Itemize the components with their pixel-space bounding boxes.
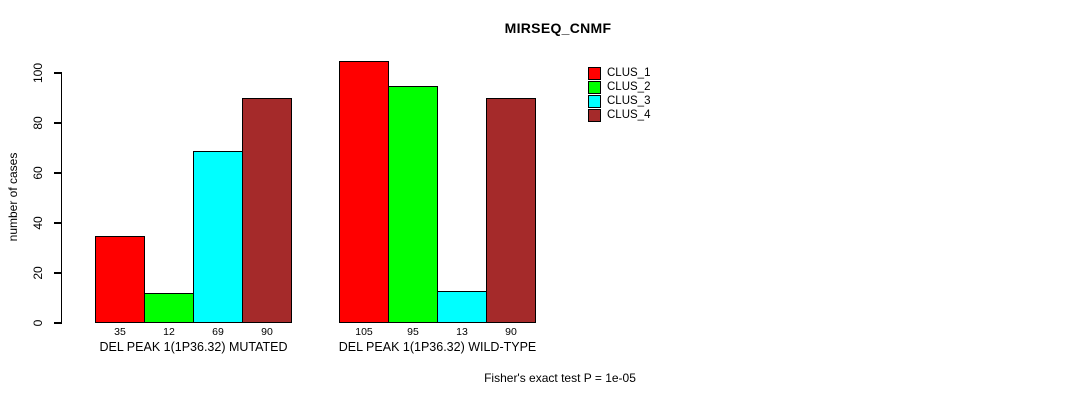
bar-value-label: 35 bbox=[114, 326, 126, 338]
bar-value-label: 90 bbox=[505, 326, 517, 338]
y-tick-label: 40 bbox=[31, 216, 45, 230]
y-tick-label: 20 bbox=[31, 266, 45, 280]
y-tick bbox=[54, 322, 62, 324]
legend: CLUS_1 CLUS_2 CLUS_3 CLUS_4 bbox=[588, 66, 650, 122]
bar-clus_1-group1 bbox=[95, 235, 145, 323]
legend-item-clus_1: CLUS_1 bbox=[588, 66, 650, 80]
y-tick bbox=[54, 122, 62, 124]
legend-swatch bbox=[588, 108, 601, 122]
bar-clus_4-group2 bbox=[486, 98, 536, 323]
bar-value-label: 95 bbox=[407, 326, 419, 338]
bar-value-label: 13 bbox=[456, 326, 468, 338]
bar-value-label: 105 bbox=[355, 326, 373, 338]
y-tick bbox=[54, 172, 62, 174]
bar-value-label: 12 bbox=[163, 326, 175, 338]
footer-annotation: Fisher's exact test P = 1e-05 bbox=[484, 371, 636, 385]
bar-clus_4-group1 bbox=[242, 98, 292, 323]
bar-value-label: 90 bbox=[261, 326, 273, 338]
legend-item-clus_4: CLUS_4 bbox=[588, 108, 650, 122]
legend-label: CLUS_1 bbox=[607, 67, 651, 79]
legend-label: CLUS_4 bbox=[607, 109, 651, 121]
bar-clus_2-group2 bbox=[388, 85, 438, 323]
y-tick bbox=[54, 222, 62, 224]
y-tick-label: 80 bbox=[31, 116, 45, 130]
bar-clus_2-group1 bbox=[144, 293, 194, 323]
bar-clus_3-group1 bbox=[193, 150, 243, 323]
bar-clus_1-group2 bbox=[339, 60, 389, 323]
bar-clus_3-group2 bbox=[437, 290, 487, 323]
legend-swatch bbox=[588, 80, 601, 94]
legend-label: CLUS_3 bbox=[607, 95, 651, 107]
y-tick bbox=[54, 72, 62, 74]
legend-item-clus_2: CLUS_2 bbox=[588, 80, 650, 94]
x-axis-group-label: DEL PEAK 1(1P36.32) WILD-TYPE bbox=[338, 340, 537, 354]
y-axis-title: number of cases bbox=[6, 152, 20, 242]
legend-item-clus_3: CLUS_3 bbox=[588, 94, 650, 108]
y-tick-label: 0 bbox=[31, 319, 45, 327]
y-tick-label: 60 bbox=[31, 166, 45, 180]
legend-label: CLUS_2 bbox=[607, 81, 651, 93]
chart-title: MIRSEQ_CNMF bbox=[504, 20, 612, 36]
bar-value-label: 69 bbox=[212, 326, 224, 338]
y-tick-label: 100 bbox=[31, 62, 45, 84]
legend-swatch bbox=[588, 66, 601, 80]
x-axis-group-label: DEL PEAK 1(1P36.32) MUTATED bbox=[99, 340, 288, 354]
legend-swatch bbox=[588, 94, 601, 108]
y-axis-line bbox=[61, 73, 63, 323]
y-tick bbox=[54, 272, 62, 274]
